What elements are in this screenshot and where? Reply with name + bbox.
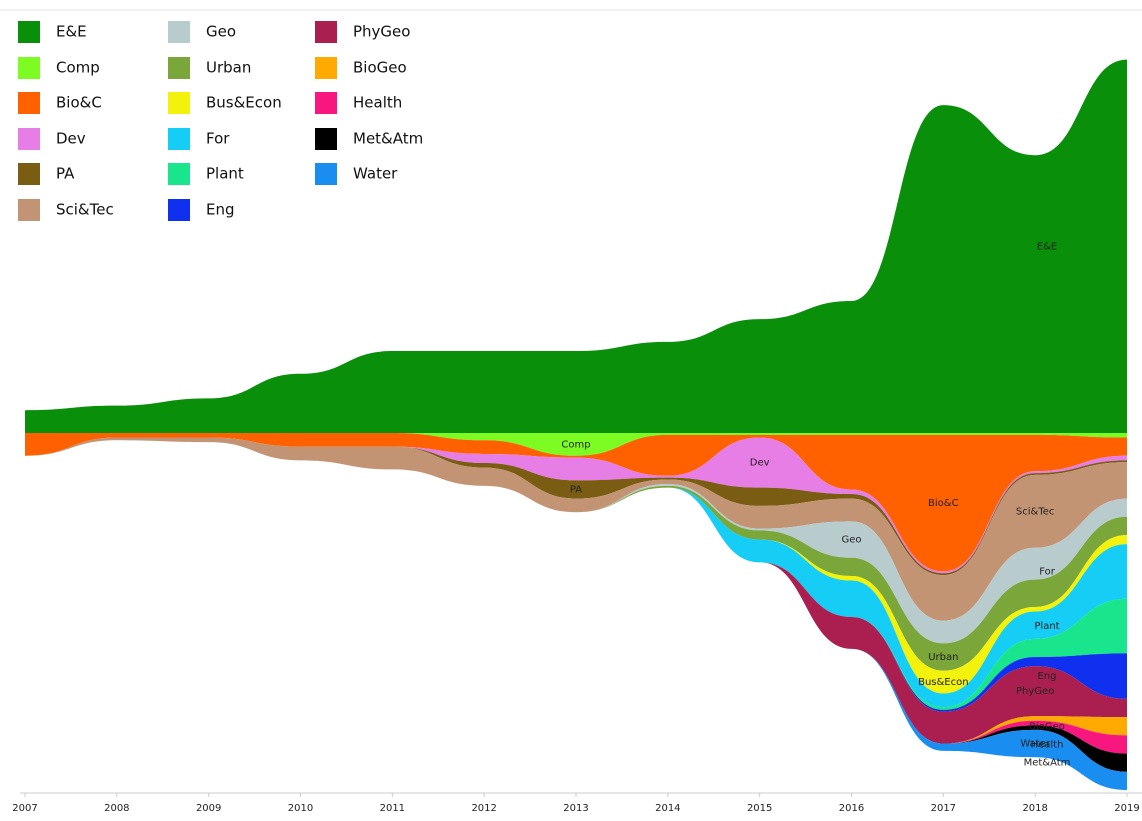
legend-swatch [168, 128, 190, 150]
stream-label: PA [570, 484, 582, 495]
stream-label: Bus&Econ [918, 677, 968, 688]
stream-label: Geo [841, 535, 861, 546]
legend-label: Bio&C [56, 94, 102, 112]
x-tick-label: 2017 [931, 803, 956, 814]
legend-label: Geo [206, 23, 236, 41]
stream-label: Comp [561, 439, 590, 450]
stream-label: Plant [1034, 621, 1059, 632]
legend-swatch [315, 128, 337, 150]
legend-swatch [168, 199, 190, 221]
legend-swatch [18, 57, 40, 79]
stream-label: Sci&Tec [1016, 506, 1054, 517]
stream-label: PhyGeo [1016, 686, 1054, 697]
legend-label: Bus&Econ [206, 94, 282, 112]
legend-swatch [315, 163, 337, 185]
stream-area [25, 433, 1127, 456]
legend-label: E&E [56, 23, 87, 41]
x-tick-label: 2007 [12, 803, 37, 814]
x-tick-label: 2009 [196, 803, 221, 814]
legend-label: Dev [56, 130, 86, 148]
stream-area [25, 440, 1127, 790]
stream-label: BioGeo [1029, 721, 1065, 732]
legend-swatch [18, 21, 40, 43]
legend-label: PhyGeo [353, 23, 410, 41]
areas [25, 59, 1127, 790]
x-tick-label: 2019 [1114, 803, 1139, 814]
legend-label: Sci&Tec [56, 201, 114, 219]
legend-swatch [168, 92, 190, 114]
stream-label: Urban [928, 652, 958, 663]
legend-label: Water [353, 165, 398, 183]
stream-area [25, 59, 1127, 433]
x-tick-label: 2011 [380, 803, 405, 814]
legend-swatch [18, 128, 40, 150]
stream-label: Water [1020, 739, 1050, 750]
x-tick-label: 2014 [655, 803, 680, 814]
legend-swatch [168, 21, 190, 43]
legend-label: Comp [56, 59, 100, 77]
legend-label: For [206, 130, 230, 148]
x-tick-label: 2016 [839, 803, 864, 814]
labels: E&E Comp Bio&C Dev PA Sci&Tec Geo Urban Bus&Econ… [561, 241, 1070, 768]
x-axis-ticks: 2007 2008 2009 2010 2011 2012 2013 2014 2015 2016… [12, 793, 1140, 814]
legend: E&E Comp Bio&C Dev PA Sci&Tec Geo Urban Bus&Econ… [18, 21, 423, 221]
legend-swatch [18, 163, 40, 185]
stream-label: Bio&C [928, 498, 959, 509]
stream-label: Eng [1037, 671, 1056, 682]
legend-swatch [168, 57, 190, 79]
legend-label: Met&Atm [353, 130, 423, 148]
stream-label: Health [1031, 739, 1064, 750]
legend-swatch [168, 163, 190, 185]
x-tick-label: 2012 [471, 803, 496, 814]
x-tick-label: 2010 [288, 803, 313, 814]
legend-swatch [315, 92, 337, 114]
legend-swatch [315, 57, 337, 79]
legend-label: Urban [206, 59, 251, 77]
stream-area [25, 440, 1127, 744]
legend-label: BioGeo [353, 59, 407, 77]
legend-label: Plant [206, 165, 244, 183]
stream-label: Dev [750, 458, 770, 469]
stream-label: For [1039, 566, 1056, 577]
legend-label: Eng [206, 201, 235, 219]
legend-swatch [18, 199, 40, 221]
stream-area [25, 433, 1127, 572]
stream-area [25, 437, 1127, 574]
x-tick-label: 2018 [1022, 803, 1047, 814]
legend-swatch [315, 21, 337, 43]
legend-label: PA [56, 165, 75, 183]
legend-label: Health [353, 94, 402, 112]
x-tick-label: 2008 [104, 803, 129, 814]
stream-label: Met&Atm [1024, 758, 1071, 769]
x-tick-label: 2013 [563, 803, 588, 814]
x-tick-label: 2015 [747, 803, 772, 814]
legend-swatch [18, 92, 40, 114]
stream-label: E&E [1037, 241, 1057, 252]
